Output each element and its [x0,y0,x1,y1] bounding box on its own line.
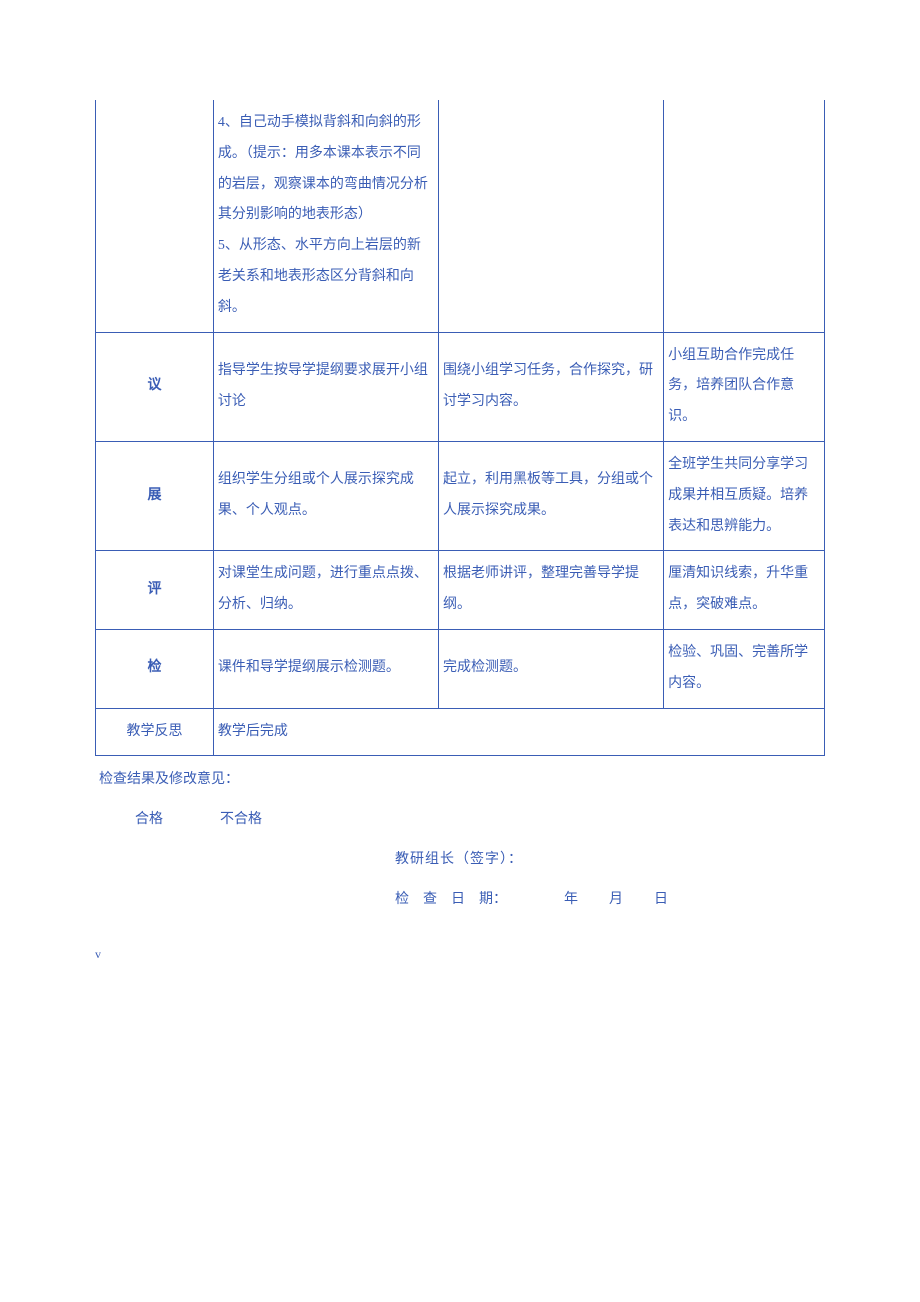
cell-stage: 教学反思 [96,708,214,756]
day-label: 日 [654,892,668,907]
cell-blank [664,100,825,332]
cell-blank [96,100,214,332]
cell-stage: 议 [96,332,214,441]
year-label: 年 [564,892,578,907]
footer-v: v [95,942,825,966]
cell-stage: 检 [96,629,214,708]
cell-content: 厘清知识线索，升华重点，突破难点。 [664,551,825,630]
table-row: 议 指导学生按导学提纲要求展开小组讨论 围绕小组学习任务，合作探究，研讨学习内容… [96,332,825,441]
cell-content: 指导学生按导学提纲要求展开小组讨论 [213,332,438,441]
date-line: 检 查 日 期： 年 月 日 [95,886,825,914]
lesson-plan-table: 4、自己动手模拟背斜和向斜的形成。（提示：用多本课本表示不同的岩层，观察课本的弯… [95,100,825,756]
cell-content: 围绕小组学习任务，合作探究，研讨学习内容。 [439,332,664,441]
cell-content: 4、自己动手模拟背斜和向斜的形成。（提示：用多本课本表示不同的岩层，观察课本的弯… [213,100,438,332]
cell-content: 教学后完成 [213,708,824,756]
check-result-label: 检查结果及修改意见： [95,766,825,794]
date-label: 检 查 日 期： [395,892,507,907]
cell-content: 课件和导学提纲展示检测题。 [213,629,438,708]
fail-label: 不合格 [220,812,262,827]
signature-line: 教研组长（签字）： [95,846,825,874]
cell-stage: 评 [96,551,214,630]
cell-blank [439,100,664,332]
pass-label: 合格 [135,812,163,827]
table-row: 展 组织学生分组或个人展示探究成果、个人观点。 起立，利用黑板等工具，分组或个人… [96,441,825,550]
pass-fail-line: 合格 不合格 [95,806,825,834]
cell-content: 全班学生共同分享学习成果并相互质疑。培养表达和思辨能力。 [664,441,825,550]
cell-content: 小组互助合作完成任务，培养团队合作意识。 [664,332,825,441]
cell-content: 起立，利用黑板等工具，分组或个人展示探究成果。 [439,441,664,550]
cell-stage: 展 [96,441,214,550]
cell-content: 检验、巩固、完善所学内容。 [664,629,825,708]
month-label: 月 [609,892,623,907]
table-row: 检 课件和导学提纲展示检测题。 完成检测题。 检验、巩固、完善所学内容。 [96,629,825,708]
table-row: 4、自己动手模拟背斜和向斜的形成。（提示：用多本课本表示不同的岩层，观察课本的弯… [96,100,825,332]
cell-content: 完成检测题。 [439,629,664,708]
table-row: 教学反思 教学后完成 [96,708,825,756]
cell-content: 根据老师讲评，整理完善导学提纲。 [439,551,664,630]
cell-content: 组织学生分组或个人展示探究成果、个人观点。 [213,441,438,550]
table-row: 评 对课堂生成问题，进行重点点拨、分析、归纳。 根据老师讲评，整理完善导学提纲。… [96,551,825,630]
cell-content: 对课堂生成问题，进行重点点拨、分析、归纳。 [213,551,438,630]
